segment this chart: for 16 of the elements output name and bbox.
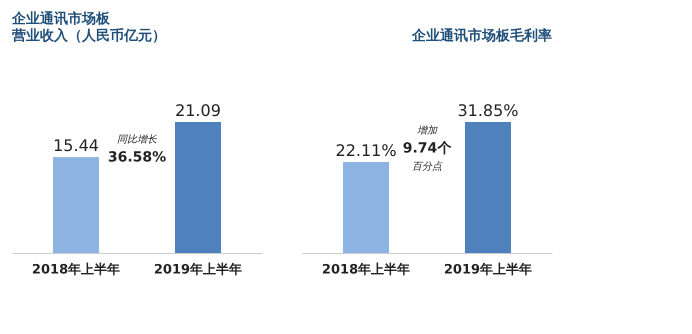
chart-title: 企业通讯市场板毛利率: [411, 27, 552, 44]
data-label: 31.85%: [457, 100, 518, 120]
annotation: 同比增长: [117, 134, 158, 146]
data-label: 21.09: [175, 100, 221, 120]
x-tick-label: 2019年上半年: [444, 262, 532, 278]
annotation: 36.58%: [108, 150, 166, 166]
chart-title: 企业通讯市场板: [11, 10, 111, 27]
annotation: 9.74个: [402, 140, 452, 156]
chart-subtitle: 营业收入（人民币亿元）: [11, 27, 166, 44]
annotation: 百分点: [412, 160, 443, 172]
x-tick-label: 2019年上半年: [154, 262, 242, 278]
x-tick-label: 2018年上半年: [32, 262, 120, 278]
x-tick-label: 2018年上半年: [322, 262, 410, 278]
data-label: 22.11%: [336, 141, 397, 160]
data-label: 15.44: [53, 136, 99, 156]
annotation: 增加: [417, 124, 438, 136]
